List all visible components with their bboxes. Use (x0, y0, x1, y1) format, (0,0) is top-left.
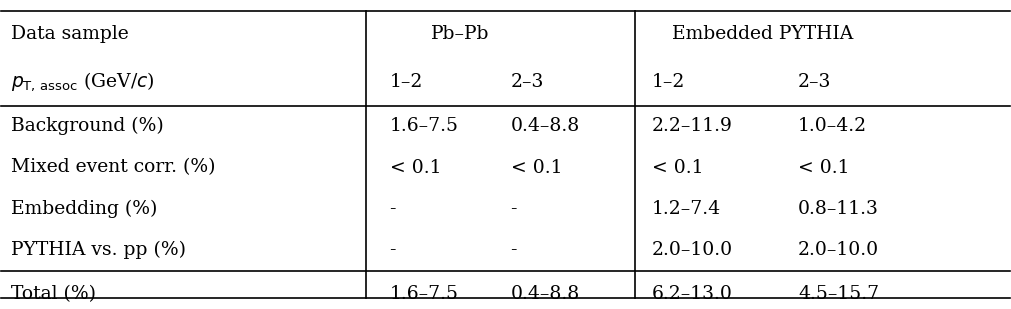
Text: < 0.1: < 0.1 (511, 159, 562, 176)
Text: < 0.1: < 0.1 (798, 159, 849, 176)
Text: 0.8–11.3: 0.8–11.3 (798, 200, 879, 218)
Text: 2.0–10.0: 2.0–10.0 (652, 241, 733, 259)
Text: 1.2–7.4: 1.2–7.4 (652, 200, 721, 218)
Text: 2–3: 2–3 (798, 73, 831, 91)
Text: PYTHIA vs. pp (%): PYTHIA vs. pp (%) (11, 241, 186, 259)
Text: Mixed event corr. (%): Mixed event corr. (%) (11, 159, 216, 176)
Text: 0.4–8.8: 0.4–8.8 (511, 117, 579, 135)
Text: -: - (511, 241, 517, 259)
Text: Background (%): Background (%) (11, 117, 164, 135)
Text: Total (%): Total (%) (11, 285, 96, 303)
Text: 1.0–4.2: 1.0–4.2 (798, 117, 867, 135)
Text: Embedding (%): Embedding (%) (11, 200, 158, 218)
Text: 1–2: 1–2 (389, 73, 423, 91)
Text: 2–3: 2–3 (511, 73, 544, 91)
Text: 1–2: 1–2 (652, 73, 685, 91)
Text: < 0.1: < 0.1 (652, 159, 704, 176)
Text: 1.6–7.5: 1.6–7.5 (389, 117, 459, 135)
Text: 6.2–13.0: 6.2–13.0 (652, 285, 733, 303)
Text: Pb–Pb: Pb–Pb (431, 25, 489, 43)
Text: $p_{\mathrm{T,\,assoc}}$ (GeV/$c$): $p_{\mathrm{T,\,assoc}}$ (GeV/$c$) (11, 70, 156, 93)
Text: 0.4–8.8: 0.4–8.8 (511, 285, 579, 303)
Text: Data sample: Data sample (11, 25, 129, 43)
Text: < 0.1: < 0.1 (389, 159, 441, 176)
Text: -: - (389, 241, 396, 259)
Text: -: - (389, 200, 396, 218)
Text: -: - (511, 200, 517, 218)
Text: 2.0–10.0: 2.0–10.0 (798, 241, 879, 259)
Text: 2.2–11.9: 2.2–11.9 (652, 117, 733, 135)
Text: 1.6–7.5: 1.6–7.5 (389, 285, 459, 303)
Text: 4.5–15.7: 4.5–15.7 (798, 285, 879, 303)
Text: Embedded PYTHIA: Embedded PYTHIA (672, 25, 853, 43)
